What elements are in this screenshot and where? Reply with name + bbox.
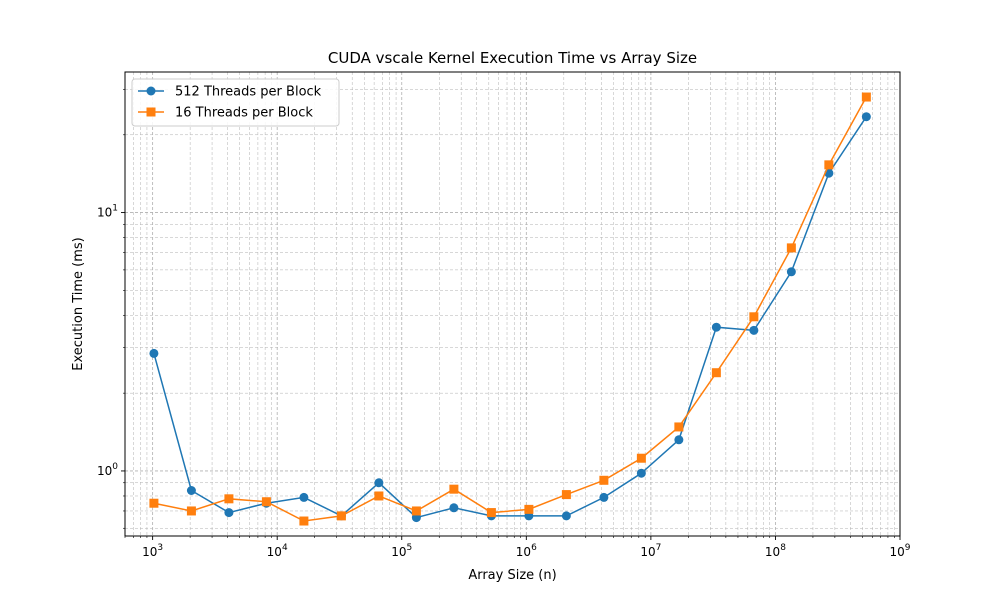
series-line-0 bbox=[153, 116, 867, 519]
data-point bbox=[186, 486, 196, 496]
x-tick-label: 107 bbox=[640, 543, 661, 559]
legend-marker-16 bbox=[146, 107, 156, 117]
data-point bbox=[224, 508, 234, 518]
data-point bbox=[299, 492, 309, 502]
x-tick-label: 108 bbox=[765, 543, 786, 559]
data-point bbox=[486, 508, 496, 518]
plot-series bbox=[149, 92, 871, 526]
data-point bbox=[861, 112, 871, 122]
data-point bbox=[261, 497, 271, 507]
data-point bbox=[224, 494, 234, 504]
x-axis-label: Array Size (n) bbox=[468, 568, 556, 583]
data-point bbox=[374, 491, 384, 501]
data-point bbox=[149, 498, 159, 508]
data-point bbox=[749, 312, 759, 322]
data-point bbox=[786, 243, 796, 253]
chart-title: CUDA vscale Kernel Execution Time vs Arr… bbox=[328, 49, 697, 67]
data-point bbox=[299, 516, 309, 526]
data-point bbox=[599, 475, 609, 485]
grid bbox=[124, 72, 901, 536]
series-line-1 bbox=[153, 96, 868, 522]
data-point bbox=[411, 506, 421, 516]
data-point bbox=[711, 368, 721, 378]
x-tick-label: 109 bbox=[889, 543, 910, 559]
data-point bbox=[636, 468, 646, 478]
x-tick-label: 103 bbox=[142, 543, 163, 559]
data-point bbox=[786, 267, 796, 277]
axis-ticks: 103 104 105 106 107 108 109 100 101 bbox=[97, 88, 911, 559]
legend-label-16: 16 Threads per Block bbox=[175, 106, 313, 121]
x-tick-label: 106 bbox=[516, 543, 537, 559]
data-point bbox=[711, 322, 721, 332]
data-point bbox=[524, 504, 534, 514]
legend-label-512: 512 Threads per Block bbox=[175, 85, 322, 100]
y-axis-label: Execution Time (ms) bbox=[71, 237, 86, 370]
data-point bbox=[861, 92, 871, 102]
data-point bbox=[749, 325, 759, 335]
x-tick-label: 104 bbox=[267, 543, 288, 559]
data-point bbox=[149, 348, 159, 358]
data-point bbox=[636, 453, 646, 463]
data-point bbox=[561, 490, 571, 500]
y-tick-label: 100 bbox=[97, 462, 118, 478]
data-point bbox=[674, 435, 684, 445]
legend: 512 Threads per Block 16 Threads per Blo… bbox=[131, 78, 340, 127]
data-point bbox=[449, 484, 459, 494]
legend-box bbox=[131, 78, 340, 127]
data-point bbox=[449, 503, 459, 513]
plot-frame bbox=[124, 71, 901, 537]
legend-marker-512 bbox=[146, 86, 156, 96]
data-point bbox=[561, 511, 571, 521]
data-point bbox=[674, 422, 684, 432]
y-tick-label: 101 bbox=[97, 204, 118, 220]
data-point bbox=[599, 492, 609, 502]
data-point bbox=[336, 511, 346, 521]
data-point bbox=[374, 478, 384, 488]
data-point bbox=[186, 506, 196, 516]
x-tick-label: 105 bbox=[391, 543, 412, 559]
data-point bbox=[824, 160, 834, 170]
